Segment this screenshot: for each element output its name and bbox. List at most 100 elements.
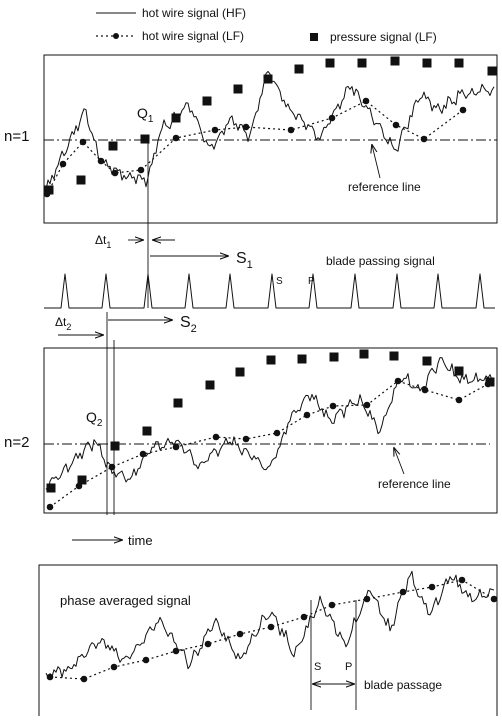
panel-phase-lf-point [142,656,150,664]
panel-n1-pressure-point [233,84,243,94]
panel-n2-frame [43,347,498,514]
panel-n1-lf-point [242,123,250,131]
blade-passage-s-mark: S [314,661,321,673]
panel-n2-pressure-point [110,441,120,451]
panel-n1-lf-point [97,157,105,165]
panel-n2-q-label: Q2 [86,409,103,429]
panel-n1-pressure-point [422,58,432,68]
timing-s1: Δt1 S1 [95,140,253,308]
panel-n1-pressure-point [202,96,212,106]
panel-n1-pressure-point [487,66,497,76]
s2-label: S2 [180,314,197,335]
blade-passing-p-mark: P [308,276,315,287]
panel-n1-pressure-point [357,58,367,68]
panel-n1-lf-point [287,126,295,134]
panel-n2-pressure-point [173,398,183,408]
panel-n2-pressure-point [77,475,87,485]
time-axis: time [72,533,153,548]
panel-phase-lf-points [46,576,498,683]
panel-phase-lf-point [204,640,212,648]
s1-label: S1 [236,250,253,271]
panel-n2-lf-point [394,377,402,385]
panel-n2-pressure-point [235,367,245,377]
blade-passing-s-mark: S [276,276,283,287]
panel-n2-lf-point [273,429,281,437]
panel-n2-reference-pointer [394,448,405,475]
panel-n2-lf-point [108,463,116,471]
panel-phase-title: phase averaged signal [60,593,191,608]
timing-s2: Δt2 S2 [55,312,197,515]
panel-n1: n=1 Q1 reference line [4,54,498,224]
panel-n2-pressure-point [266,355,276,365]
panel-phase-lf-point [236,630,244,638]
panel-phase-lf-point [80,675,88,683]
panel-n2-pressure-point [142,426,152,436]
panel-phase-lf-signal [49,579,495,680]
panel-n2-lf-point [363,401,371,409]
panel-n2-pressure-point [46,483,56,493]
panel-n2-hf-signal [45,357,495,493]
panel-n1-reference-pointer [372,145,381,179]
panel-n2-pressure-point [329,352,339,362]
panel-n1-lf-point [392,121,400,129]
panel-n1-pressure-points [44,56,497,195]
panel-phase-lf-point [458,576,466,584]
panel-n2-lf-point [242,435,250,443]
panel-n1-pressure-point [140,134,150,144]
panel-n1-pressure-point [454,58,464,68]
blade-passing-trace [44,273,495,309]
panel-n2-lf-point [455,396,463,404]
panel-phase-signal [45,570,495,678]
panel-phase-lf-point [328,601,336,609]
panel-n2-reference-label: reference line [378,477,451,491]
panel-n1-pressure-point [171,113,181,123]
dt2-label: Δt2 [55,315,71,332]
panel-n1-lf-point [211,126,219,134]
panel-n1-pressure-point [108,141,118,151]
panel-n2-pressure-point [389,351,399,361]
panel-n2-lf-point [46,503,54,511]
blade-passing-signal: blade passing signal S P [44,254,495,309]
legend-pressure-label: pressure signal (LF) [330,30,437,44]
panel-n1-pressure-point [390,56,400,66]
panel-n2-label: n=2 [4,434,29,451]
panel-n1-pressure-point [263,74,273,84]
panel-n1-lf-point [459,106,467,114]
panel-n2-lf-point [303,411,311,419]
panel-n1-lf-point [362,97,370,105]
panel-n1-lf-point [79,138,87,146]
panel-phase-lf-point [490,595,498,603]
panel-n2-lf-point [172,443,180,451]
panel-n1-reference-label: reference line [348,180,421,194]
panel-phase-lf-point [46,673,54,681]
legend-pressure-marker [310,33,318,41]
panel-n1-pressure-point [76,175,86,185]
panel-n2-pressure-point [359,349,369,359]
panel-phase-averaged: phase averaged signal S P blade passage [38,564,498,716]
panel-phase-lf-point [300,613,308,621]
panel-n1-lf-point [328,114,336,122]
panel-phase-lf-point [428,583,436,591]
blade-passage-p-mark: P [345,661,352,673]
panel-phase-lf-point [399,588,407,596]
panel-n2-pressure-point [205,380,215,390]
panel-n1-lf-point [137,166,145,174]
legend-lf-label: hot wire signal (LF) [142,29,244,43]
panel-n1-label: n=1 [4,128,29,145]
panel-n2-lf-point [329,402,337,410]
panel-phase-lf-point [172,647,180,655]
panel-phase-lf-point [363,595,371,603]
panel-n1-pressure-point [294,64,304,74]
panel-n2-lf-point [212,433,220,441]
panel-n2: n=2 Q2 reference line [4,347,498,514]
blade-passage-label: blade passage [364,678,442,692]
panel-n2-lf-point [421,386,429,394]
panel-n2-lf-point [139,450,147,458]
panel-phase-lf-point [110,663,118,671]
panel-n1-hf-signal [45,70,495,190]
panel-n2-pressure-point [422,356,432,366]
panel-n1-lf-point [59,160,67,168]
panel-n2-pressure-point [485,377,495,387]
panel-n1-pressure-point [325,58,335,68]
